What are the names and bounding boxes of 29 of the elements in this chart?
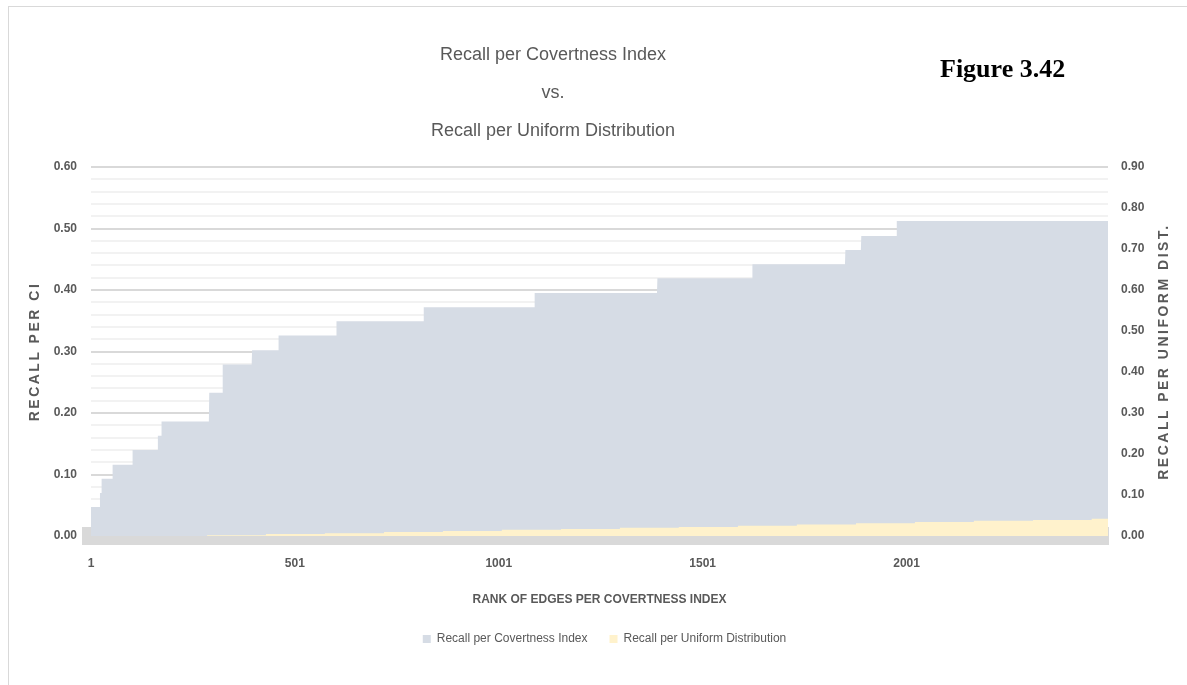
y2-tick-label: 0.80 — [1121, 200, 1145, 215]
y-tick-label: 0.10 — [53, 466, 78, 481]
x-axis-title: RANK OF EDGES PER COVERTNESS INDEX — [472, 592, 727, 607]
x-tick-label: 501 — [284, 555, 306, 570]
y2-tick-label: 0.50 — [1121, 323, 1145, 338]
y2-tick-label: 0.30 — [1121, 405, 1145, 420]
legend-label: Recall per Covertness Index — [436, 631, 588, 646]
y-tick-label: 0.50 — [53, 220, 78, 235]
y-tick-label: 0.00 — [53, 528, 78, 543]
y-tick-label: 0.20 — [53, 405, 78, 420]
y2-tick-label: 0.00 — [1121, 528, 1145, 543]
y2-tick-label: 0.20 — [1121, 446, 1145, 461]
caption: Figure 3.42 — [940, 54, 1066, 84]
y2-tick-label: 0.70 — [1121, 241, 1145, 256]
y-tick-label: 0.40 — [53, 282, 78, 297]
y2-tick-label: 0.10 — [1121, 487, 1145, 502]
x-tick-label: 1501 — [689, 555, 717, 570]
x-tick-label: 2001 — [893, 555, 921, 570]
y2-tick-label: 0.40 — [1121, 364, 1145, 379]
y2-tick-label: 0.90 — [1121, 159, 1145, 174]
y2-tick-label: 0.60 — [1121, 282, 1145, 297]
x-tick-label: 1001 — [485, 555, 513, 570]
y2-axis-title: RECALL PER UNIFORM DIST. — [1154, 223, 1171, 480]
legend-label: Recall per Uniform Distribution — [623, 631, 787, 646]
y-tick-label: 0.60 — [53, 159, 78, 174]
x-tick-label: 1 — [87, 555, 95, 570]
chart-title: Recall per Covertness Index vs. Recall per Uniform Distribution — [429, 43, 677, 142]
y-axis-title: RECALL PER CI — [25, 281, 42, 422]
y-tick-label: 0.30 — [53, 343, 78, 358]
